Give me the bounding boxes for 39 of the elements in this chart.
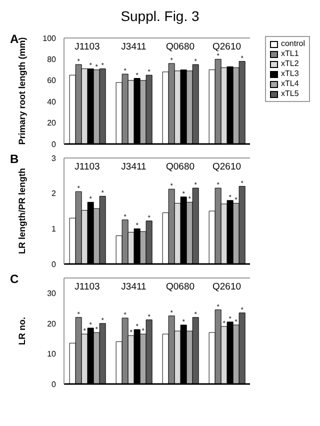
y-tick-label: 40 (47, 97, 57, 106)
x-tick-label: J1103 (74, 42, 100, 53)
y-axis-title: LR no. (17, 317, 28, 345)
x-tick-label: Q2610 (212, 162, 242, 173)
y-tick-label: 10 (47, 350, 57, 359)
y-tick-label: 0 (52, 260, 57, 269)
y-tick-label: 0 (52, 140, 57, 149)
y-tick-label: 100 (42, 34, 57, 43)
legend-label: control (280, 39, 305, 49)
y-tick-label: 20 (47, 118, 57, 128)
y-axis-title: LR length/PR length (17, 168, 28, 254)
text: A (10, 32, 19, 46)
y-tick-label: 3 (52, 154, 57, 163)
y-axis-title: Primary root length (mm) (17, 37, 28, 145)
y-tick-label: 0 (52, 380, 57, 389)
x-tick-label: Q0680 (166, 162, 195, 173)
x-tick-label: Q2610 (212, 42, 242, 53)
legend-label: xTL1 (280, 49, 299, 59)
x-tick-label: J1103 (74, 162, 100, 173)
text: C (10, 272, 19, 286)
y-tick-label: 60 (47, 76, 57, 86)
x-tick-label: J3411 (121, 162, 146, 173)
legend-label: xTL2 (280, 59, 299, 69)
text: B (10, 152, 19, 166)
x-tick-label: J3411 (121, 282, 146, 293)
x-tick-label: Q2610 (212, 282, 242, 293)
x-tick-label: Q0680 (166, 42, 195, 53)
y-tick-label: 30 (47, 288, 57, 298)
chart-title: Suppl. Fig. 3 (120, 8, 200, 26)
y-tick-label: 1 (52, 224, 57, 234)
legend-label: xTL3 (280, 69, 299, 79)
x-tick-label: J1103 (74, 282, 100, 293)
y-tick-label: 2 (52, 189, 57, 198)
legend-label: xTL4 (280, 79, 299, 89)
legend-label: xTL5 (280, 89, 299, 99)
x-tick-label: J3411 (121, 42, 146, 53)
y-tick-label: 80 (47, 55, 57, 64)
y-tick-label: 20 (47, 319, 57, 328)
x-tick-label: Q0680 (166, 282, 195, 293)
